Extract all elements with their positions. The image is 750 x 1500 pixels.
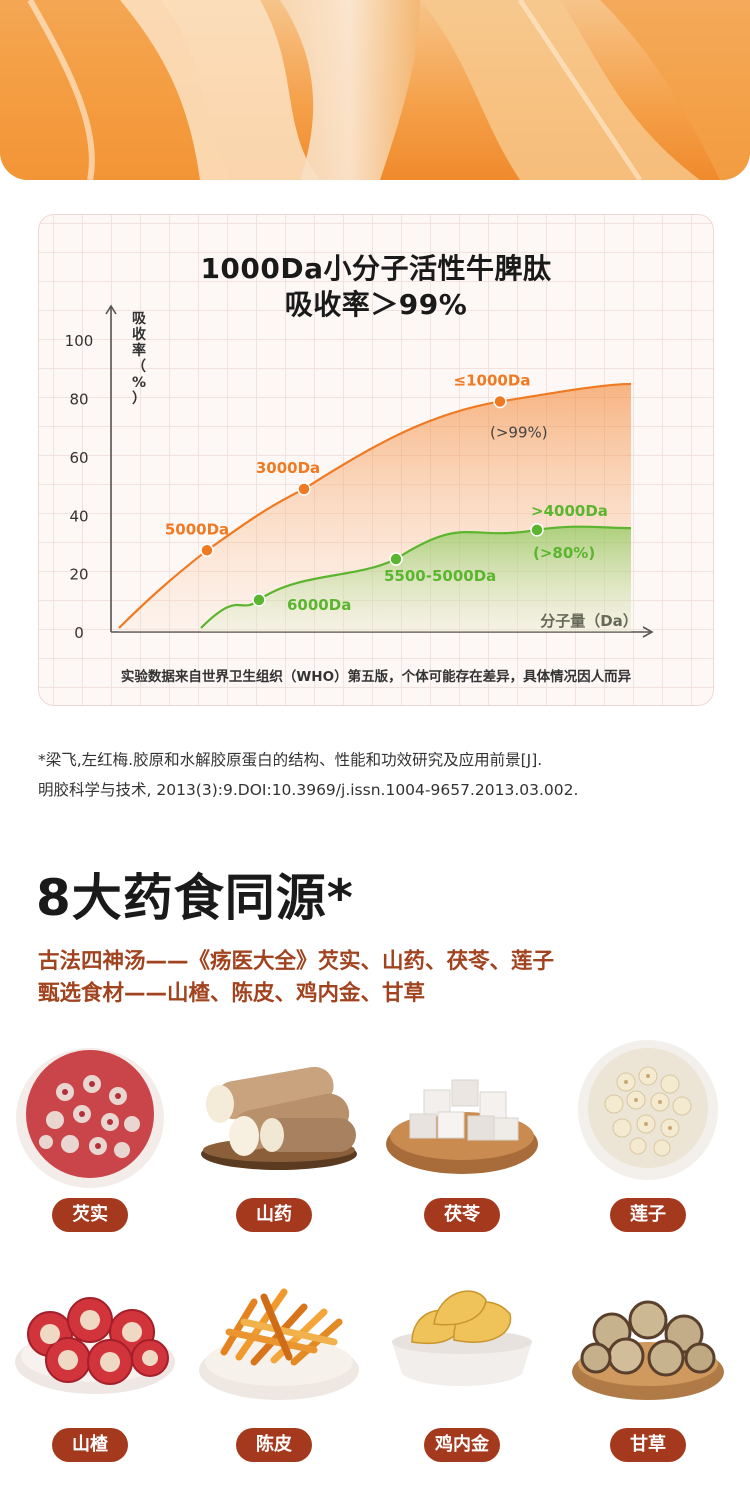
absorption-chart: 100806040200吸收率（%）分子量（Da）5000Da3000Da≤10… — [65, 304, 654, 642]
ingredient-chicken-gizzard: 鸡内金 — [372, 1262, 552, 1462]
chart-subtitle: 吸收率＞99% — [284, 288, 468, 321]
ingredient-label: 鸡内金 — [424, 1428, 500, 1462]
y-axis-arrow — [105, 304, 117, 315]
y-tick-label: 100 — [65, 332, 94, 350]
data-label: 3000Da — [256, 459, 320, 477]
chicken-gizzard-icon — [392, 1290, 532, 1386]
y-tick-label: 20 — [69, 566, 88, 584]
y-tick-label: 40 — [69, 507, 88, 525]
y-axis-title-char: 率 — [132, 342, 146, 359]
y-tick-label: 80 — [69, 391, 88, 409]
ingredient-poria: 茯苓 — [372, 1032, 552, 1232]
yam-icon — [201, 1066, 357, 1170]
ingredient-label: 莲子 — [610, 1198, 686, 1232]
reference-line-2: 明胶科学与技术, 2013(3):9.DOI:10.3969/j.issn.10… — [38, 781, 579, 799]
data-label: >4000Da — [531, 502, 608, 520]
poria-icon — [386, 1079, 538, 1174]
hawthorn-icon — [15, 1297, 175, 1394]
y-tick-label: 60 — [69, 449, 88, 467]
gorgon-fruit-icon — [16, 1048, 164, 1188]
data-annotation: (>99%) — [490, 423, 548, 441]
data-point — [297, 482, 311, 496]
ingredient-label: 芡实 — [52, 1198, 128, 1232]
ingredient-licorice: 甘草 — [558, 1262, 738, 1462]
x-axis-arrow — [642, 626, 654, 638]
ingredient-lotus-seed: 莲子 — [558, 1032, 738, 1232]
lotus-seed-icon — [578, 1040, 718, 1180]
ingredient-tangerine-peel: 陈皮 — [184, 1262, 364, 1462]
data-annotation: (>80%) — [533, 544, 595, 562]
y-axis-title-char: 吸 — [132, 311, 147, 327]
ingredient-label: 山楂 — [52, 1428, 128, 1462]
data-point — [530, 523, 544, 537]
data-point — [252, 593, 266, 607]
reference-line-1: *梁飞,左红梅.胶原和水解胶原蛋白的结构、性能和功效研究及应用前景[J]. — [38, 751, 543, 769]
y-axis-title-char: （ — [132, 359, 146, 375]
data-point — [200, 543, 214, 558]
y-axis-title-char: % — [132, 375, 146, 391]
ingredient-label: 陈皮 — [236, 1428, 312, 1462]
ingredient-label: 茯苓 — [424, 1198, 500, 1232]
series-area — [201, 526, 631, 632]
hero-decoration — [0, 0, 750, 180]
data-point — [493, 394, 507, 409]
section-subtitle-2: 甄选食材——山楂、陈皮、鸡内金、甘草 — [38, 981, 426, 1006]
ingredient-label: 甘草 — [610, 1428, 686, 1462]
ingredient-yam: 山药 — [184, 1032, 364, 1232]
ingredient-gorgon-fruit: 芡实 — [0, 1032, 180, 1232]
y-axis-title-char: ） — [132, 391, 146, 407]
series-line — [118, 382, 632, 629]
tangerine-peel-icon — [199, 1288, 359, 1400]
section-title: 8大药食同源* — [36, 869, 354, 927]
ingredient-label: 山药 — [236, 1198, 312, 1232]
ingredient-hawthorn: 山楂 — [0, 1262, 180, 1462]
section-subtitle-1: 古法四神汤——《疡医大全》芡实、山药、茯苓、莲子 — [38, 949, 555, 974]
data-label: ≤1000Da — [454, 371, 531, 389]
chart-title: 1000Da小分子活性牛脾肽 — [200, 252, 552, 285]
chart-card: 100806040200吸收率（%）分子量（Da）5000Da3000Da≤10… — [38, 214, 714, 706]
data-label: 5500-5000Da — [384, 567, 496, 585]
y-tick-label: 0 — [74, 624, 84, 642]
data-label: 6000Da — [287, 596, 351, 614]
chart-note: 实验数据来自世界卫生组织（WHO）第五版，个体可能存在差异，具体情况因人而异 — [120, 669, 632, 685]
data-label: 5000Da — [165, 520, 229, 538]
data-point — [389, 552, 403, 566]
hero-banner — [0, 0, 750, 180]
licorice-icon — [572, 1300, 724, 1400]
y-axis-title-char: 收 — [132, 326, 147, 343]
